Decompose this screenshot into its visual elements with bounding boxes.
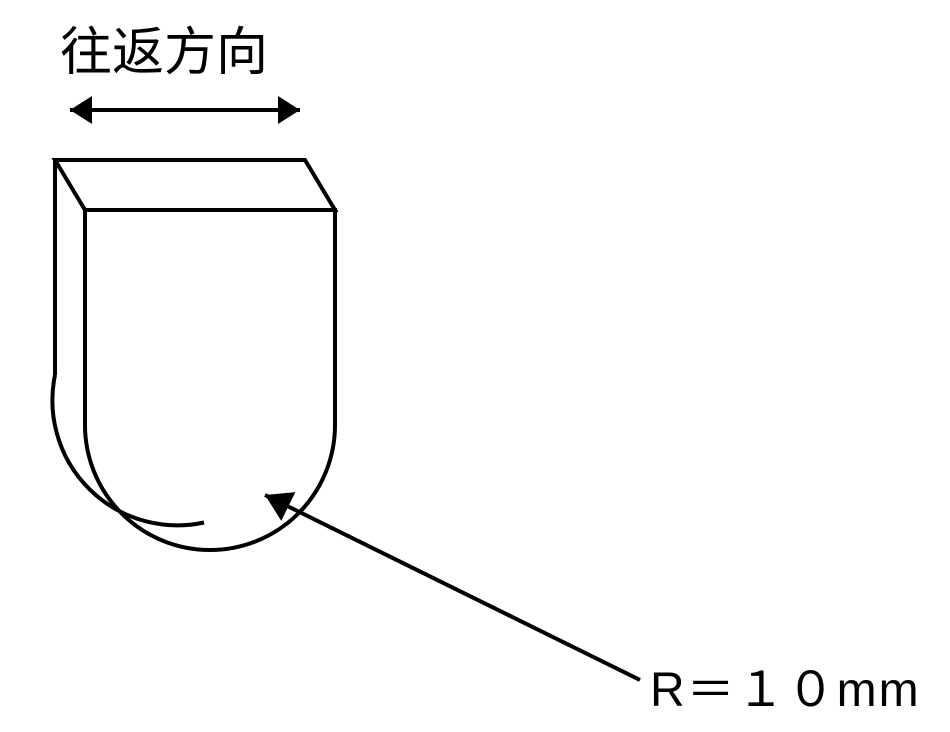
diagram-canvas [0,0,950,732]
arrow-right-head [278,96,300,124]
arrow-left-head [70,96,92,124]
block-top-face [55,160,335,210]
callout-line [265,495,640,680]
block-front-face [85,210,335,550]
